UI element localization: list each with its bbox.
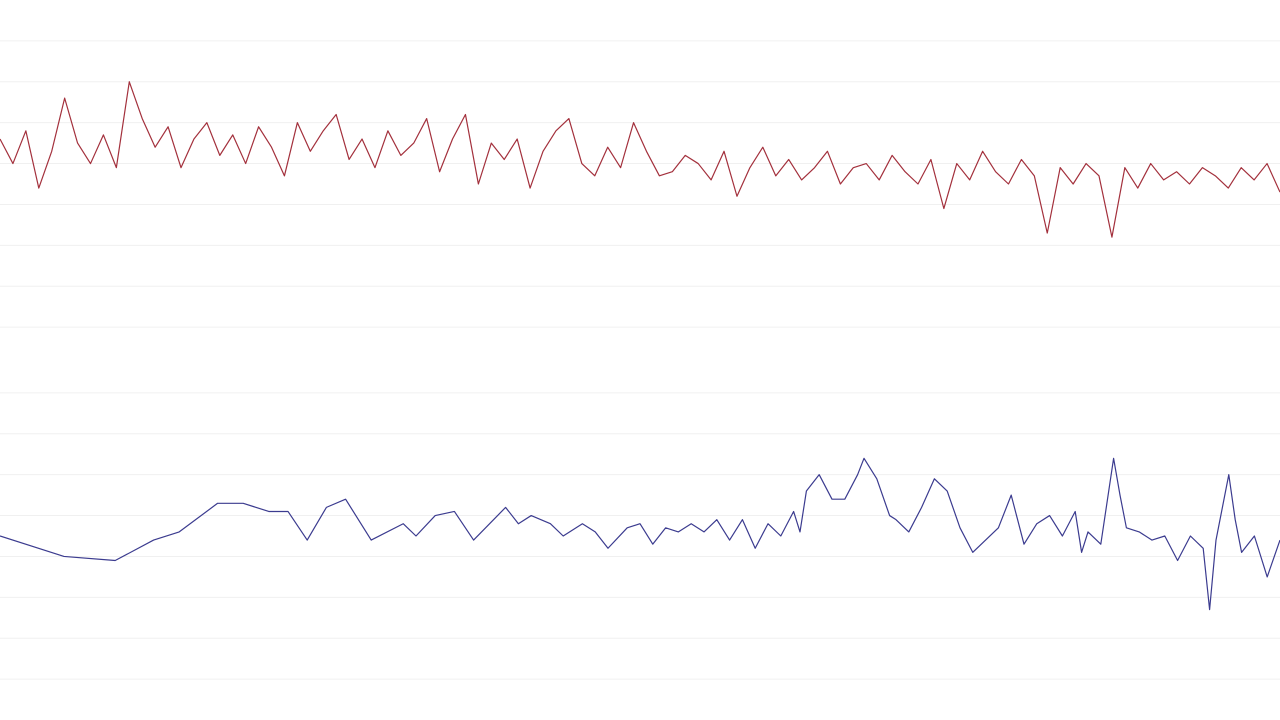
series-line	[0, 81, 1280, 238]
series-line	[0, 457, 1280, 611]
